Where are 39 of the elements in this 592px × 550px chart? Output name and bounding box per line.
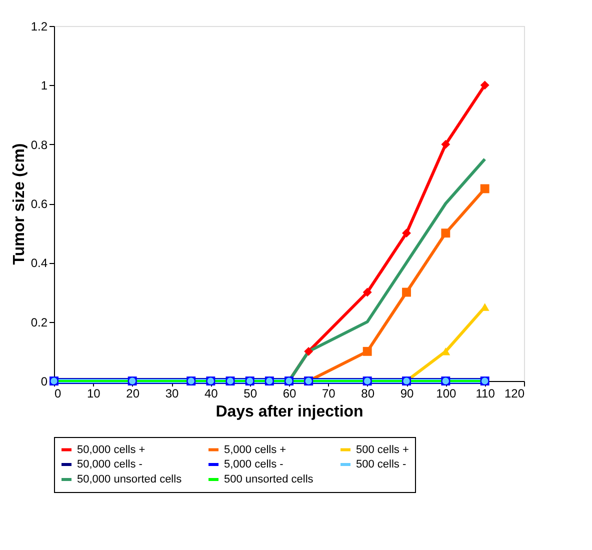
point [362,288,372,297]
x-tick-label: 70 [322,386,336,400]
point [441,140,450,149]
point [480,184,490,194]
x-tick-label: 110 [476,386,496,400]
legend-label: 5,000 cells + [224,444,286,456]
legend-label: 500 cells - [356,458,406,470]
legend-label: 5,000 cells - [224,458,284,470]
y-tick-label: 1 [40,78,48,93]
point [362,346,372,356]
legend-label: 50,000 cells - [77,458,143,470]
x-tick-label: 90 [400,386,414,400]
point [402,288,411,297]
x-tick-label: 60 [282,386,296,400]
point [480,80,490,90]
point [402,228,411,238]
y-tick-label: 0 [40,374,48,388]
legend-label: 500 cells + [356,444,409,456]
y-axis-title: Tumor size (cm) [10,143,28,265]
x-tick-label: 80 [361,386,375,400]
x-tick-label: 50 [244,386,258,400]
point [441,228,450,238]
x-tick-label: 30 [165,386,179,400]
x-tick-label: 10 [86,386,101,400]
legend-label: 50,000 unsorted cells [77,474,182,486]
x-tick-label: 20 [126,386,140,400]
y-tick-label: 1.2 [30,20,48,34]
point [304,346,314,356]
x-tick-label: 40 [204,386,218,400]
x-axis-title: Days after injection [216,404,364,420]
x-tick-label: 100 [436,386,456,400]
x-tick-label: 0 [54,386,62,400]
y-tick-label: 0.4 [30,256,48,270]
y-tick-label: 0.6 [30,197,48,211]
y-tick-label: 0.2 [30,315,48,330]
legend-label: 50,000 cells + [77,444,146,456]
x-tick-label: 120 [504,386,525,400]
y-tick-label: 0.8 [30,138,48,152]
legend-label: 500 unsorted cells [224,474,314,486]
